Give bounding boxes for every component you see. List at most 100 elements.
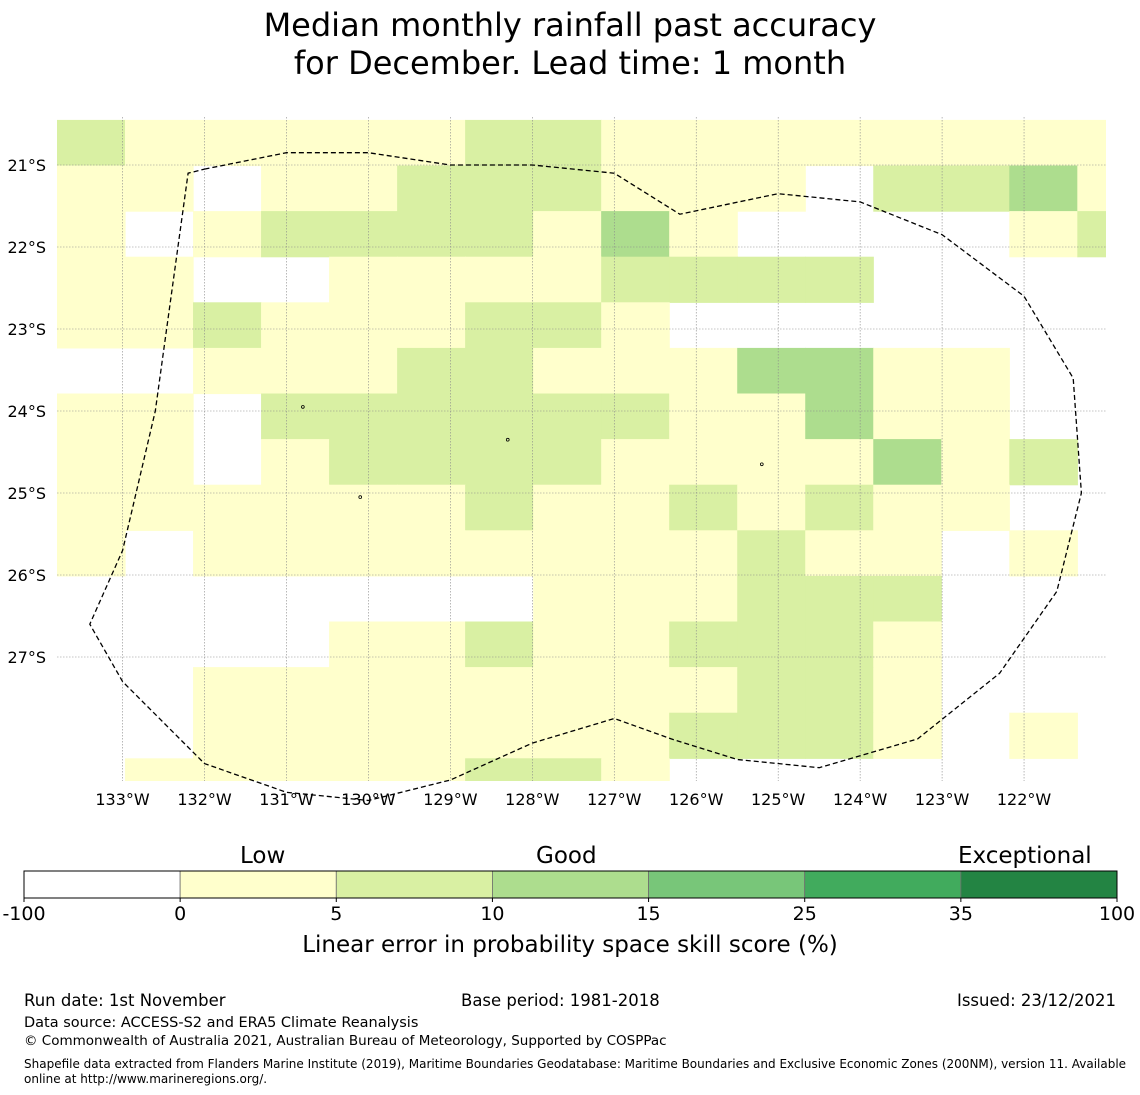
grid-cell xyxy=(737,439,806,486)
colorbar-tick-label: 10 xyxy=(480,903,504,925)
colorbar-frame xyxy=(23,870,1118,899)
grid-cell xyxy=(1077,165,1106,212)
lon-tick-label: 133°W xyxy=(95,790,150,809)
grid-cell xyxy=(329,256,398,303)
grid-cell xyxy=(941,439,1010,486)
grid-cell xyxy=(329,119,398,167)
grid-cell xyxy=(193,667,262,714)
grid-cell xyxy=(261,393,330,440)
grid-cell xyxy=(737,484,806,531)
grid-cell xyxy=(669,347,738,395)
chart-title: Median monthly rainfall past accuracy fo… xyxy=(0,6,1140,82)
grid-cell xyxy=(805,347,874,395)
colorbar-segment xyxy=(492,870,649,899)
grid-cell xyxy=(465,211,534,258)
lon-tick-label: 131°W xyxy=(259,790,314,809)
colorbar-segment xyxy=(335,870,493,899)
grid-cell xyxy=(533,119,602,167)
grid-cell xyxy=(261,347,330,395)
grid-cell xyxy=(1009,530,1078,577)
colorbar-tick-label: 100 xyxy=(1099,903,1135,925)
grid-cell xyxy=(397,667,466,714)
lat-tick-label: 24°S xyxy=(7,402,46,421)
grid-cell xyxy=(941,484,1010,531)
grid-cell xyxy=(1009,439,1078,486)
shapefile-note: Shapefile data extracted from Flanders M… xyxy=(24,1057,1127,1086)
grid-cell xyxy=(465,621,534,668)
island-marker xyxy=(301,405,305,409)
grid-cell xyxy=(125,302,194,349)
grid-cell xyxy=(601,393,670,440)
base-period: Base period: 1981-2018 xyxy=(461,991,660,1010)
grid-cell xyxy=(533,530,602,577)
grid-cell xyxy=(737,530,806,577)
grid-cell xyxy=(805,393,874,440)
grid-cell xyxy=(57,211,126,258)
lon-tick-label: 132°W xyxy=(177,790,232,809)
grid-cell xyxy=(1009,119,1078,167)
grid-cell xyxy=(737,119,806,167)
grid-cell xyxy=(669,393,738,440)
colorbar-segment xyxy=(179,870,337,899)
grid-cell xyxy=(669,484,738,531)
grid-cell xyxy=(873,484,942,531)
lon-tick-label: 125°W xyxy=(751,790,806,809)
grid-cell xyxy=(873,439,942,486)
grid-cell xyxy=(125,393,194,440)
grid-cell xyxy=(329,302,398,349)
grid-cell xyxy=(57,393,126,440)
colorbar-tick-label: 25 xyxy=(793,903,817,925)
grid-cell xyxy=(1077,119,1106,167)
grid-cell xyxy=(1009,165,1078,212)
grid-cell xyxy=(465,484,534,531)
island-marker xyxy=(759,462,764,467)
grid-cell xyxy=(601,575,670,623)
lat-tick-label: 26°S xyxy=(7,566,46,585)
grid-cell xyxy=(805,667,874,714)
colorbar-segment xyxy=(648,870,806,899)
grid-cell xyxy=(125,256,194,303)
grid-cell xyxy=(397,621,466,668)
grid-cell xyxy=(193,302,262,349)
grid-cell xyxy=(533,347,602,395)
colorbar-tick-label: 5 xyxy=(330,903,342,925)
grid-cell xyxy=(805,575,874,623)
grid-cell xyxy=(873,621,942,668)
grid-cell xyxy=(669,575,738,623)
grid-cell xyxy=(533,667,602,714)
grid-cell xyxy=(57,484,126,531)
colorbar-tick-label: 35 xyxy=(949,903,973,925)
grid-cell xyxy=(397,393,466,440)
grid-cell xyxy=(533,302,602,349)
lon-tick-label: 129°W xyxy=(423,790,478,809)
grid-cell xyxy=(261,439,330,486)
grid-cell xyxy=(261,211,330,258)
grid-cell xyxy=(533,712,602,759)
grid-cell xyxy=(193,712,262,759)
grid-cell xyxy=(737,667,806,714)
grid-cell xyxy=(601,530,670,577)
grid-cell xyxy=(1009,712,1078,759)
grid-cell xyxy=(193,347,262,395)
island-marker xyxy=(358,495,363,499)
lon-tick-label: 124°W xyxy=(833,790,888,809)
grid-cell xyxy=(329,393,398,440)
grid-cell xyxy=(261,758,330,781)
grid-cell xyxy=(601,667,670,714)
lat-tick-label: 22°S xyxy=(7,238,46,257)
grid-cell xyxy=(533,484,602,531)
grid-cell xyxy=(669,119,738,167)
grid-cell xyxy=(57,530,126,577)
grid-cell xyxy=(193,119,262,167)
grid-cell xyxy=(57,256,126,303)
grid-cell xyxy=(193,211,262,258)
grid-cell xyxy=(261,667,330,714)
grid-cell xyxy=(873,347,942,395)
grid-cell xyxy=(125,758,194,781)
title-line-1: Median monthly rainfall past accuracy xyxy=(263,6,877,44)
run-date: Run date: 1st November xyxy=(24,991,226,1010)
grid-cell xyxy=(57,439,126,486)
grid-cell xyxy=(261,712,330,759)
grid-cell xyxy=(669,667,738,714)
grid-cell xyxy=(465,256,534,303)
